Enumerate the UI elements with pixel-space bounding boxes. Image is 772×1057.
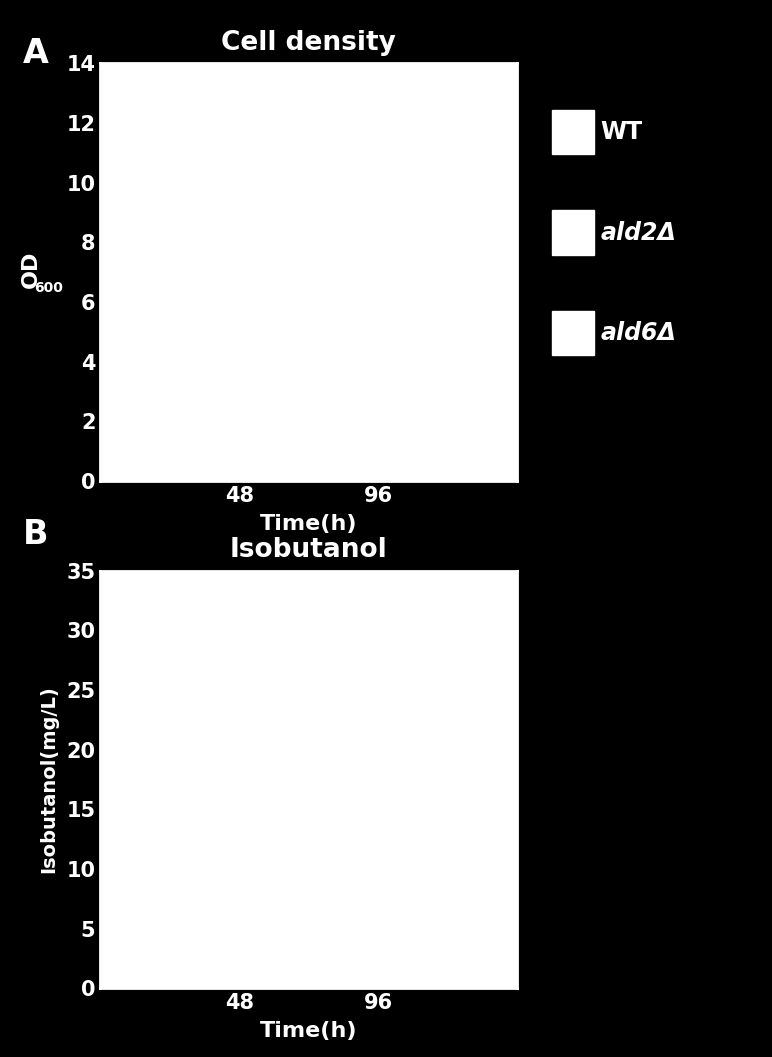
Text: WT: WT <box>601 120 643 144</box>
X-axis label: Time(h): Time(h) <box>260 1021 357 1041</box>
Text: ald6Δ: ald6Δ <box>601 321 676 345</box>
Title: Cell density: Cell density <box>222 30 396 56</box>
X-axis label: Time(h): Time(h) <box>260 514 357 534</box>
Text: 600: 600 <box>34 280 63 295</box>
Text: ald2Δ: ald2Δ <box>601 221 676 244</box>
Text: A: A <box>23 37 49 70</box>
Text: OD: OD <box>21 251 41 289</box>
Y-axis label: Isobutanol(mg/L): Isobutanol(mg/L) <box>39 686 58 873</box>
Text: B: B <box>23 518 49 551</box>
Title: Isobutanol: Isobutanol <box>230 537 388 563</box>
